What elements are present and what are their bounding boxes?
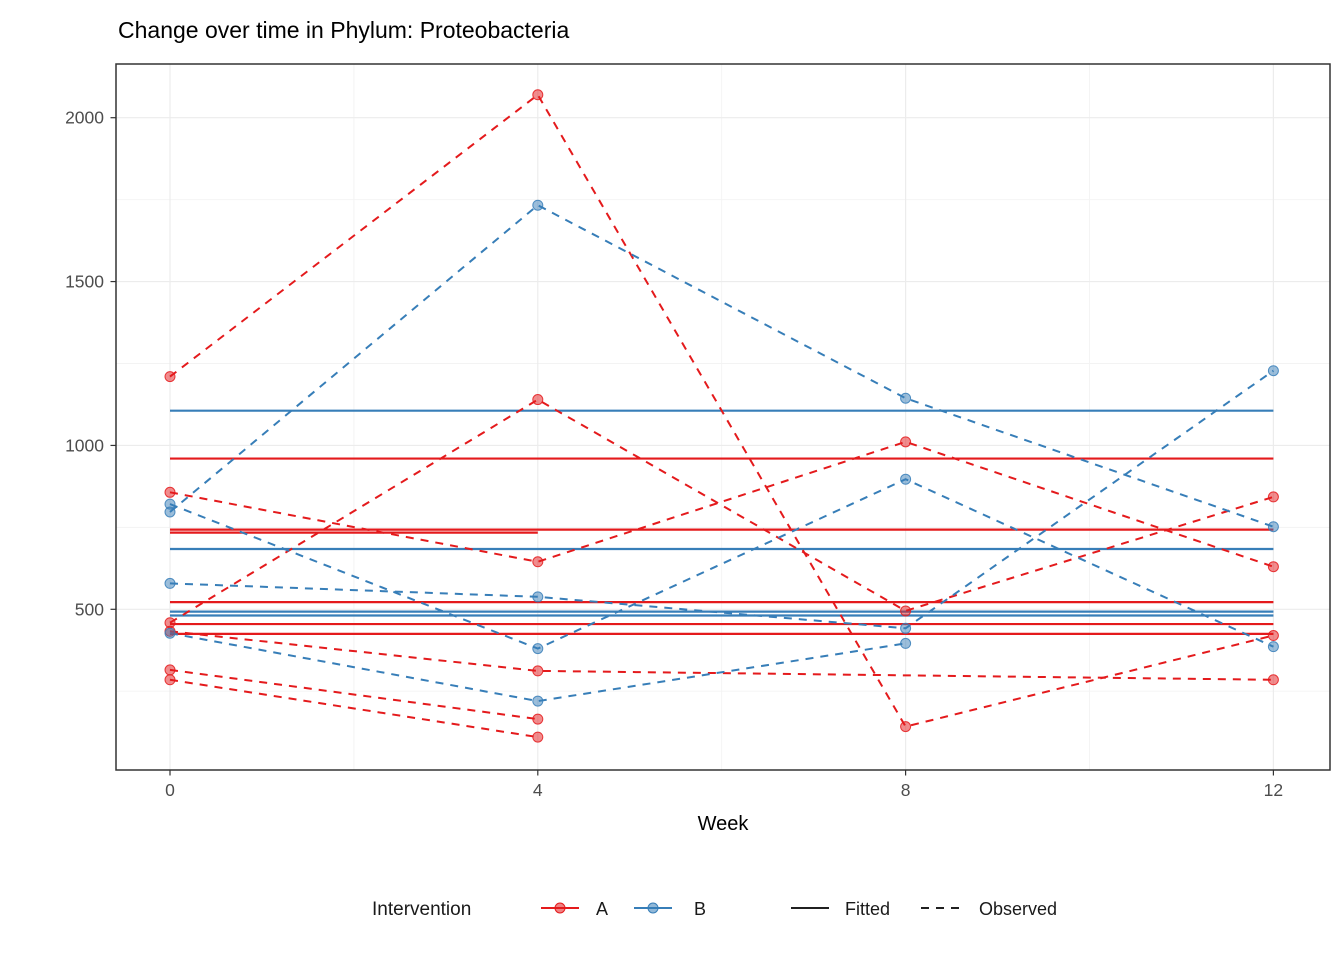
major-gridlines bbox=[116, 64, 1330, 770]
chart-title: Change over time in Phylum: Proteobacter… bbox=[118, 17, 569, 43]
observed-line-A3 bbox=[169, 398, 1274, 624]
legend-label-A: A bbox=[596, 899, 608, 919]
chart-legend: Intervention A B Fitted Observed bbox=[372, 899, 1057, 920]
y-tick-label-2000: 2000 bbox=[65, 108, 104, 128]
x-tick-label-4: 4 bbox=[533, 780, 543, 800]
legend-key-point-B bbox=[647, 902, 659, 914]
y-tick-label-500: 500 bbox=[75, 599, 104, 619]
observed-line-A2 bbox=[169, 440, 1274, 568]
legend-label-B: B bbox=[694, 899, 706, 919]
data-point-A3-week8 bbox=[900, 605, 912, 617]
data-point-A2-week0 bbox=[164, 486, 176, 498]
data-point-B4-week4 bbox=[532, 695, 544, 707]
data-point-B3-week4 bbox=[532, 591, 544, 603]
data-point-B1-week8 bbox=[900, 392, 912, 404]
data-point-B4-week8 bbox=[900, 637, 912, 649]
observed-line-A6 bbox=[169, 678, 538, 739]
data-point-A1-week8 bbox=[900, 721, 912, 733]
data-point-A4-week4 bbox=[532, 665, 544, 677]
data-point-A5-week4 bbox=[532, 713, 544, 725]
data-point-A1-week12 bbox=[1267, 630, 1279, 642]
observed-line-B3 bbox=[169, 369, 1274, 630]
observed-line-A4 bbox=[169, 630, 1274, 681]
data-point-A6-week0 bbox=[164, 674, 176, 686]
data-point-A1-week0 bbox=[164, 371, 176, 383]
x-axis-label: Week bbox=[698, 813, 750, 835]
data-point-B3-week12 bbox=[1267, 365, 1279, 377]
legend-title: Intervention bbox=[372, 899, 471, 920]
data-point-A6-week4 bbox=[532, 731, 544, 743]
data-point-B2-week12 bbox=[1267, 641, 1279, 653]
data-point-B1-week4 bbox=[532, 199, 544, 211]
y-tick-label-1000: 1000 bbox=[65, 435, 104, 455]
minor-gridlines bbox=[116, 64, 1330, 770]
data-point-A5-week0 bbox=[164, 664, 176, 676]
data-point-B4-week0 bbox=[164, 627, 176, 639]
observed-lines-layer bbox=[169, 93, 1274, 739]
x-tick-label-8: 8 bbox=[901, 780, 911, 800]
data-point-A4-week12 bbox=[1267, 674, 1279, 686]
data-point-A2-week12 bbox=[1267, 561, 1279, 573]
x-tick-label-12: 12 bbox=[1264, 780, 1283, 800]
data-point-B2-week8 bbox=[900, 473, 912, 485]
data-points-layer bbox=[164, 89, 1279, 743]
observed-line-A1 bbox=[169, 93, 1274, 728]
axis-tick-labels: 500 1000 1500 2000 0 4 8 12 bbox=[65, 108, 1283, 800]
legend-key-point-A bbox=[554, 902, 566, 914]
data-point-B3-week0 bbox=[164, 577, 176, 589]
y-tick-label-1500: 1500 bbox=[65, 272, 104, 292]
data-point-B2-week0 bbox=[164, 498, 176, 510]
data-point-A2-week4 bbox=[532, 556, 544, 568]
observed-line-B2 bbox=[169, 478, 1274, 650]
axis-ticks bbox=[110, 117, 1275, 776]
plot-panel bbox=[115, 63, 1331, 771]
data-point-B2-week4 bbox=[532, 643, 544, 655]
observed-line-A5 bbox=[169, 668, 538, 721]
observed-line-B4 bbox=[169, 632, 906, 703]
data-point-A3-week4 bbox=[532, 394, 544, 406]
legend-label-Observed: Observed bbox=[979, 899, 1057, 919]
legend-label-Fitted: Fitted bbox=[845, 899, 890, 919]
data-point-A2-week8 bbox=[900, 436, 912, 448]
data-point-B1-week12 bbox=[1267, 521, 1279, 533]
data-point-B3-week8 bbox=[900, 622, 912, 634]
x-tick-label-0: 0 bbox=[165, 780, 175, 800]
data-point-A3-week12 bbox=[1267, 491, 1279, 503]
data-point-A1-week4 bbox=[532, 89, 544, 101]
